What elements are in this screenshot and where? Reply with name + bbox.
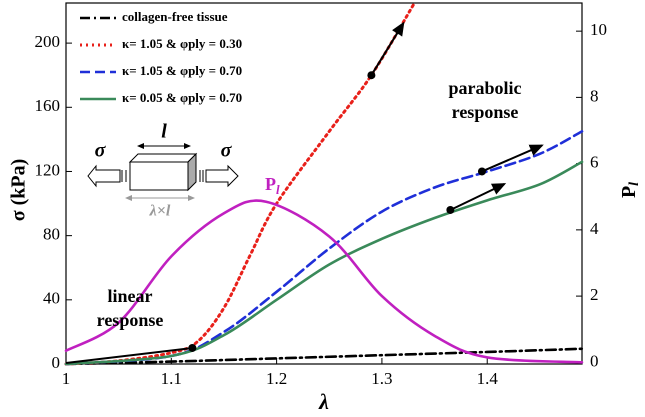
annotation: linear xyxy=(108,286,153,306)
y-tick-label: 160 xyxy=(35,96,61,115)
x-tick-label: 1.4 xyxy=(477,369,499,388)
series-line xyxy=(64,3,416,366)
y-tick-label: 200 xyxy=(35,32,61,51)
pl-label-main: P xyxy=(265,174,276,194)
legend-label: κ= 0.05 & φply = 0.70 xyxy=(122,90,242,105)
y2-tick-label: 4 xyxy=(590,219,599,238)
legend-label: κ= 1.05 & φply = 0.70 xyxy=(122,63,242,78)
annotation: response xyxy=(97,310,164,330)
y-tick-label: 80 xyxy=(43,225,60,244)
y2-tick-label: 2 xyxy=(590,285,599,304)
legend-label: collagen-free tissue xyxy=(122,9,228,24)
marker-point xyxy=(446,205,455,214)
x-tick-label: 1.2 xyxy=(266,369,287,388)
x-axis-label: λ xyxy=(318,389,329,414)
y-axis-label: σ (kPa) xyxy=(8,159,30,222)
annotation: parabolic xyxy=(448,78,521,98)
y2-axis-label: Pl xyxy=(618,182,643,198)
marker-point xyxy=(188,343,197,352)
pl-label: Pl xyxy=(265,174,280,197)
y2-tick-label: 6 xyxy=(590,153,599,172)
inset-bottom: λ×l xyxy=(149,203,171,220)
y-tick-label: 0 xyxy=(52,353,61,372)
y2-label-main: P xyxy=(618,186,640,198)
tangent-line xyxy=(65,346,193,364)
plot-frame xyxy=(65,2,583,365)
tangent-arrow xyxy=(481,144,544,173)
inset-sigma-right: σ xyxy=(221,140,233,162)
pl-label-sub: l xyxy=(276,182,280,197)
y-tick-label: 120 xyxy=(35,160,61,179)
inset xyxy=(87,143,239,201)
series-line xyxy=(64,160,584,366)
y2-tick-label: 8 xyxy=(590,86,599,105)
tangent-arrow xyxy=(449,183,507,211)
x-tick-label: 1.3 xyxy=(371,369,392,388)
x-tick-label: 1.1 xyxy=(161,369,182,388)
legend-label: κ= 1.05 & φply = 0.30 xyxy=(122,36,242,51)
inset-sigma-left: σ xyxy=(95,140,107,162)
marker-point xyxy=(367,71,376,80)
y2-tick-label: 10 xyxy=(590,20,607,39)
y-tick-label: 40 xyxy=(43,289,60,308)
annotation: response xyxy=(452,102,519,122)
tangent-arrow xyxy=(370,21,405,76)
series-line xyxy=(64,199,584,364)
inset-top: l xyxy=(161,121,167,143)
y2-tick-label: 0 xyxy=(590,351,599,370)
y2-label-sub: l xyxy=(627,182,642,186)
x-tick-label: 1 xyxy=(62,369,71,388)
marker-point xyxy=(477,167,486,176)
series-line xyxy=(64,347,584,366)
